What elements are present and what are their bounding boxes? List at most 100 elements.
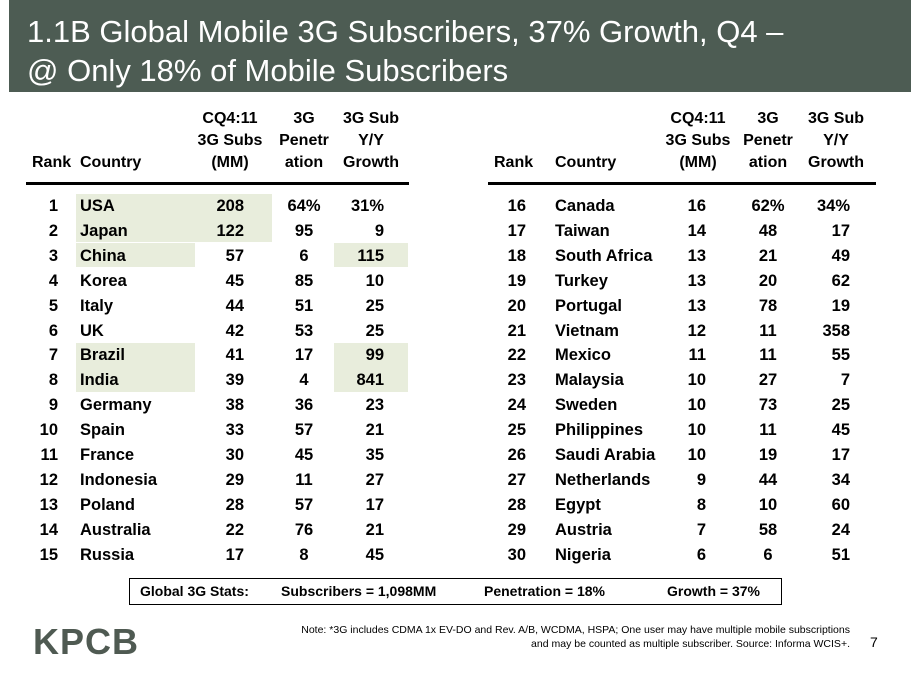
table-cell-rank: 20: [507, 296, 526, 315]
table-cell-subs: 57: [225, 246, 244, 265]
table-cell-country: Mexico: [555, 346, 611, 365]
table-cell-country: Vietnam: [555, 321, 619, 340]
table-cell-subs: 11: [688, 346, 706, 365]
table-cell-country: Egypt: [555, 495, 601, 514]
stats-growth: Growth = 37%: [667, 583, 760, 599]
table-cell-pen: 64%: [287, 197, 321, 215]
table-cell-subs: 208: [216, 197, 244, 215]
table-cell-growth: 31%: [350, 197, 384, 215]
table-cell-rank: 22: [507, 346, 526, 365]
table-cell-growth: 34%: [816, 197, 850, 215]
table-cell-rank: 28: [507, 495, 526, 514]
highlight-usa-japan: [76, 194, 272, 242]
table-cell-pen: 73: [758, 396, 778, 415]
table-cell-subs: 29: [225, 470, 244, 489]
table-cell-growth: 21: [365, 520, 384, 539]
table-cell-pen: 6: [763, 545, 773, 564]
table-cell-growth: 35: [365, 446, 384, 464]
header-penetration-left: 3G Penetr ation: [279, 110, 329, 171]
table-cell-country: UK: [80, 321, 104, 340]
table-cell-growth: 27: [365, 470, 384, 489]
header-rule-right: [488, 182, 876, 185]
table-cell-pen: 20: [758, 271, 778, 290]
table-cell-subs: 8: [696, 495, 706, 514]
table-cell-rank: 19: [507, 271, 526, 290]
table-cell-rank: 12: [39, 470, 58, 489]
header-rank-left: Rank: [32, 154, 72, 171]
table-cell-country: South Africa: [555, 246, 653, 265]
table-cell-rank: 9: [48, 396, 58, 415]
table-cell-growth: 24: [831, 520, 850, 539]
kpcb-logo: KPCB: [33, 621, 140, 662]
table-cell-growth: 25: [365, 321, 384, 340]
table-cell-pen: 21: [758, 246, 778, 265]
table-cell-country: Taiwan: [555, 221, 610, 240]
table-cell-subs: 10: [687, 371, 706, 390]
table-cell-subs: 13: [687, 271, 706, 290]
header-rank-right: Rank: [494, 154, 534, 171]
table-cell-growth: 34: [831, 470, 850, 489]
table-cell-subs: 45: [225, 271, 244, 290]
table-cell-pen: 11: [295, 470, 313, 489]
table-cell-country: Russia: [80, 545, 135, 564]
table-cell-subs: 30: [225, 446, 244, 464]
stats-penetration: Penetration = 18%: [484, 583, 605, 599]
table-cell-rank: 17: [507, 221, 526, 240]
table-cell-rank: 29: [507, 520, 526, 539]
table-cell-country: Korea: [80, 271, 127, 290]
table-cell-pen: 4: [299, 371, 309, 390]
table-cell-country: Italy: [80, 296, 114, 315]
header-growth-right: 3G Sub Y/Y Growth: [807, 110, 864, 171]
table-cell-rank: 4: [48, 271, 58, 290]
table-cell-pen: 11: [759, 421, 777, 440]
table-cell-rank: 7: [48, 346, 58, 365]
table-cell-growth: 23: [365, 396, 384, 415]
table-cell-pen: 78: [758, 296, 778, 315]
table-cell-pen: 17: [294, 346, 314, 365]
stats-subscribers: Subscribers = 1,098MM: [281, 583, 437, 599]
table-cell-pen: 53: [294, 321, 314, 340]
table-cell-subs: 16: [687, 197, 706, 215]
table-cell-growth: 17: [365, 495, 384, 514]
table-cell-country: Turkey: [555, 271, 608, 290]
table-cell-subs: 10: [687, 396, 706, 415]
table-cell-pen: 11: [759, 346, 777, 365]
table-cell-pen: 36: [294, 396, 314, 415]
table-cell-rank: 5: [48, 296, 58, 315]
table-cell-subs: 22: [225, 520, 244, 539]
table-cell-country: Poland: [80, 495, 136, 514]
table-cell-subs: 122: [216, 221, 244, 240]
table-cell-rank: 6: [48, 321, 58, 340]
table-cell-country: Portugal: [555, 296, 622, 315]
table-cell-growth: 10: [365, 271, 384, 290]
table-cell-country: Japan: [80, 221, 128, 240]
table-cell-pen: 19: [758, 446, 778, 464]
table-cell-growth: 62: [831, 271, 850, 290]
table-cell-growth: 55: [831, 346, 850, 365]
table-cell-pen: 6: [299, 246, 309, 265]
table-cell-subs: 9: [696, 470, 706, 489]
table-cell-pen: 27: [758, 371, 778, 390]
table-cell-country: Indonesia: [80, 470, 158, 489]
table-cell-country: France: [80, 446, 135, 464]
header-growth-left: 3G Sub Y/Y Growth: [342, 110, 399, 171]
title-bar: 1.1B Global Mobile 3G Subscribers, 37% G…: [9, 0, 911, 92]
table-cell-growth: 9: [374, 221, 384, 240]
table-cell-rank: 15: [39, 545, 58, 564]
stats-label: Global 3G Stats:: [140, 583, 249, 599]
table-cell-country: Sweden: [555, 396, 618, 415]
table-cell-growth: 45: [365, 545, 384, 564]
page-title-line-1: 1.1B Global Mobile 3G Subscribers, 37% G…: [27, 14, 784, 49]
table-cell-subs: 7: [696, 520, 706, 539]
table-cell-country: Malaysia: [555, 371, 624, 390]
table-cell-rank: 13: [39, 495, 58, 514]
table-cell-pen: 10: [758, 495, 778, 514]
table-cell-subs: 10: [687, 421, 706, 440]
table-cell-growth: 60: [831, 495, 850, 514]
table-cell-growth: 17: [831, 221, 850, 240]
table-cell-country: Spain: [80, 421, 125, 440]
table-cell-subs: 44: [225, 296, 244, 315]
highlight-brazil-india-country: [76, 343, 195, 392]
table-cell-rank: 2: [48, 221, 58, 240]
header-country-right: Country: [555, 154, 617, 171]
